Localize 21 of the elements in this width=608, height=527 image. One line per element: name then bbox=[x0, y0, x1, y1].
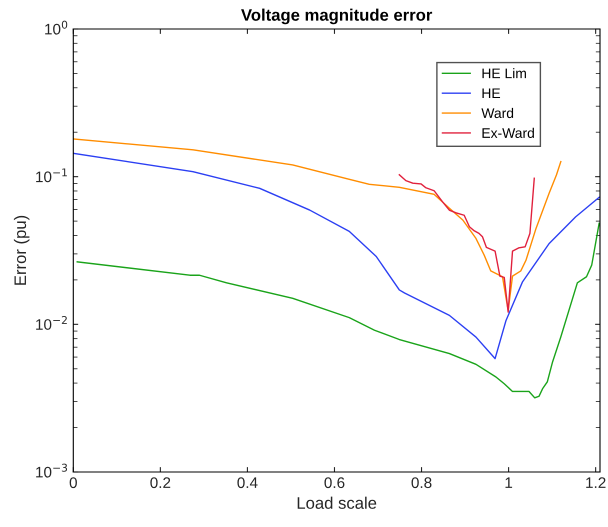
y-tick-label: 10$^{−3}$ bbox=[36, 464, 68, 478]
line-series bbox=[398, 174, 535, 313]
x-tick-label: 0.6 bbox=[324, 477, 344, 488]
x-tick-label: 0.8 bbox=[412, 477, 432, 488]
y-tick-label: 10$^{0}$ bbox=[45, 20, 68, 35]
chart-title: Voltage magnitude error bbox=[241, 8, 432, 24]
x-tick-label: 1.2 bbox=[586, 477, 606, 488]
x-tick-label: 0.2 bbox=[150, 477, 170, 488]
y-tick-label: 10$^{−2}$ bbox=[36, 316, 67, 330]
line-series bbox=[73, 152, 600, 360]
legend-label: HE Lim bbox=[482, 68, 526, 78]
legend-label: Ex-Ward bbox=[482, 128, 534, 138]
x-tick-label: 1 bbox=[506, 477, 512, 488]
legend-label: HE bbox=[482, 88, 500, 98]
legend-label: Ward bbox=[481, 108, 514, 118]
x-tick-label: 0.4 bbox=[237, 477, 258, 488]
line-series bbox=[76, 222, 600, 399]
x-tick-label: 0 bbox=[70, 477, 77, 488]
y-tick-label: 10$^{−1}$ bbox=[36, 168, 67, 182]
y-axis-title: Error (pu) bbox=[14, 216, 30, 285]
x-axis-title: Load scale bbox=[298, 496, 376, 509]
